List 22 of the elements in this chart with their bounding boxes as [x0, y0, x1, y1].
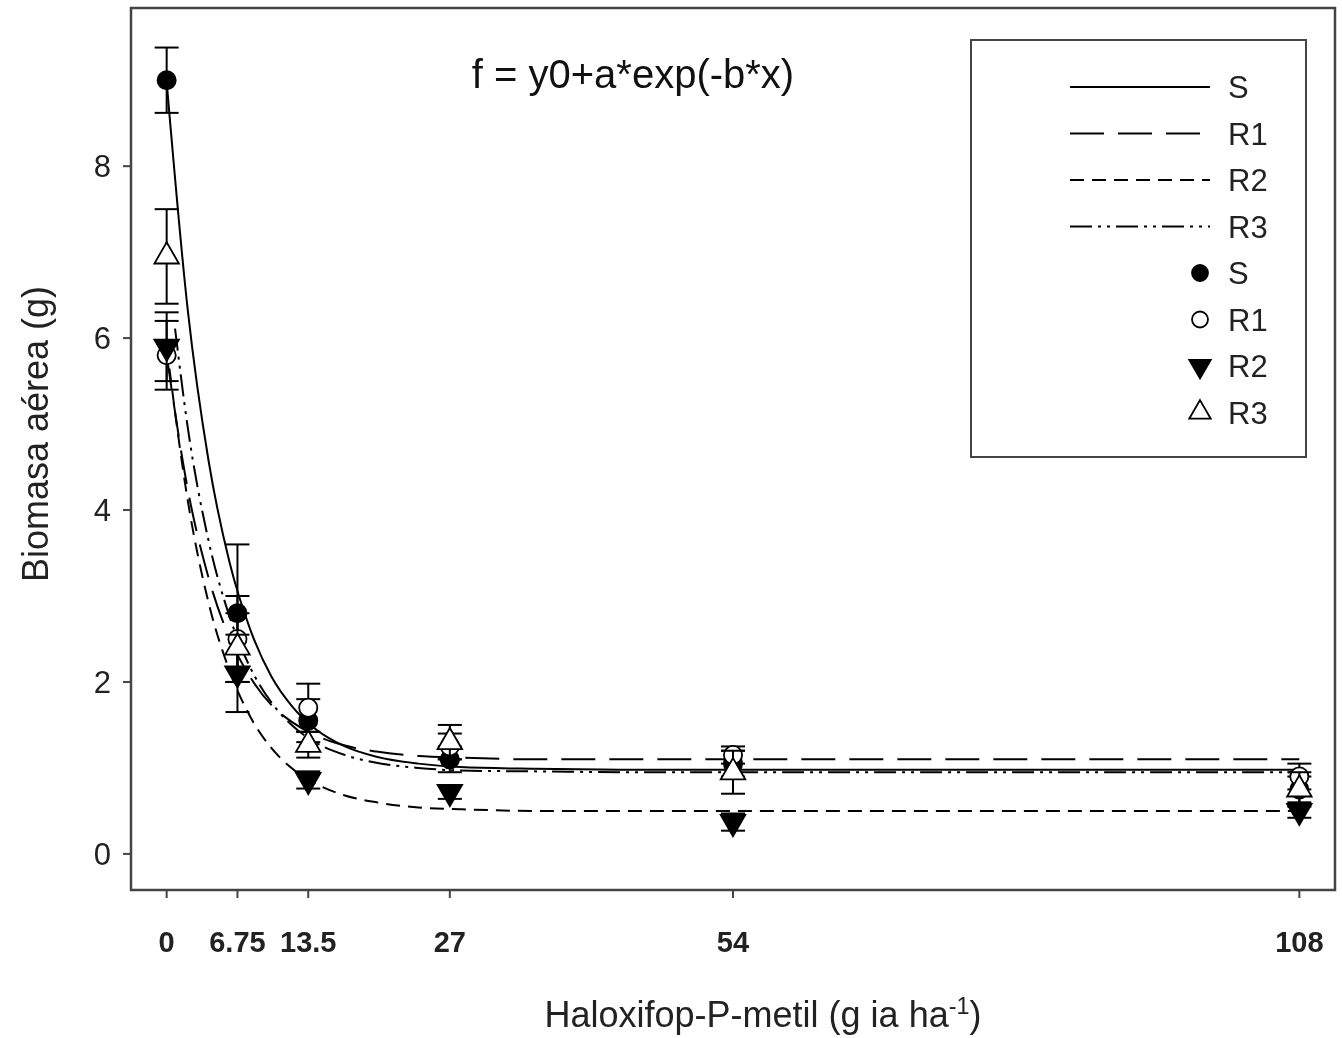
x-axis-title: Haloxifop-P-metil (g ia ha$^{-1}$)	[544, 993, 982, 1035]
y-tick-label: 4	[93, 493, 111, 529]
y-tick-label: 0	[93, 836, 111, 872]
x-tick-label: 108	[1275, 926, 1324, 958]
x-tick-label: 0	[158, 926, 175, 958]
legend-label: R2	[1228, 349, 1268, 384]
legend-label: R2	[1228, 163, 1268, 198]
y-tick-label: 6	[93, 321, 111, 357]
text: f = y0+a*exp(-b*x)	[471, 52, 795, 96]
x-tick-label: 13.5	[280, 926, 337, 958]
legend-label: S	[1228, 70, 1249, 105]
legend-label: S	[1228, 256, 1249, 291]
x-tick-label: 6.75	[209, 926, 266, 958]
x-tick-label: 54	[716, 926, 750, 958]
x-tick-label: 27	[433, 926, 466, 958]
legend-label: R1	[1228, 116, 1268, 152]
y-axis-title: Biomasa aérea (g)	[15, 285, 56, 583]
y-tick-label: 8	[93, 149, 111, 185]
legend-label: R3	[1228, 395, 1268, 431]
legend-label: R1	[1228, 302, 1268, 338]
y-tick-label: 2	[93, 664, 111, 700]
legend-label: R3	[1228, 209, 1268, 245]
